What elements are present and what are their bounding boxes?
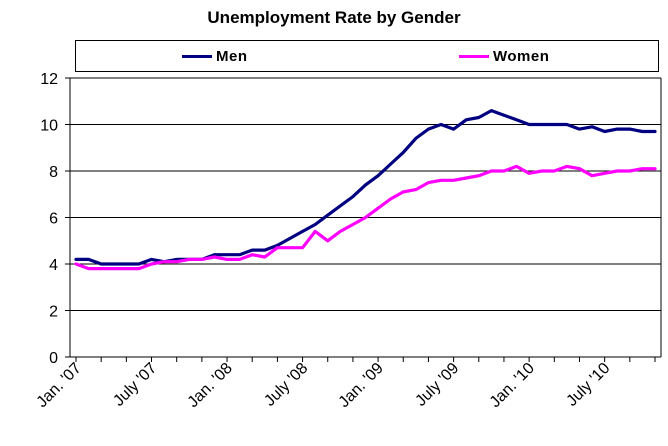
chart-title: Unemployment Rate by Gender: [207, 8, 461, 27]
legend-swatch-women: [459, 54, 489, 58]
legend-label-women: Women: [493, 47, 550, 65]
x-tick-label: July '07: [110, 360, 160, 410]
y-tick-label: 10: [40, 118, 58, 135]
axes: [65, 77, 662, 362]
y-tick-label: 2: [49, 304, 58, 321]
x-tick-label: July '08: [261, 360, 311, 410]
legend-swatch-men: [182, 54, 212, 58]
legend-label-men: Men: [216, 47, 248, 65]
y-tick-label: 6: [49, 211, 58, 228]
x-tick-label: Jan. '07: [34, 360, 85, 411]
legend-item-men: Men: [182, 41, 248, 71]
x-tick-label: July '09: [412, 360, 462, 410]
y-tick-label: 8: [49, 164, 58, 181]
series-line-women: [74, 164, 657, 271]
legend: Men Women: [75, 40, 659, 72]
y-tick-label: 0: [49, 350, 58, 367]
y-tick-label: 12: [40, 71, 58, 88]
y-tick-label: 4: [49, 257, 58, 274]
series-line-men: [74, 108, 657, 266]
series-lines: [74, 108, 657, 271]
gridlines: [70, 77, 661, 311]
x-tick-label: July '10: [563, 360, 613, 410]
legend-item-women: Women: [459, 41, 549, 71]
x-tick-label: Jan. '09: [336, 360, 387, 411]
x-tick-label: Jan. '10: [487, 360, 538, 411]
x-tick-label: Jan. '08: [185, 360, 236, 411]
